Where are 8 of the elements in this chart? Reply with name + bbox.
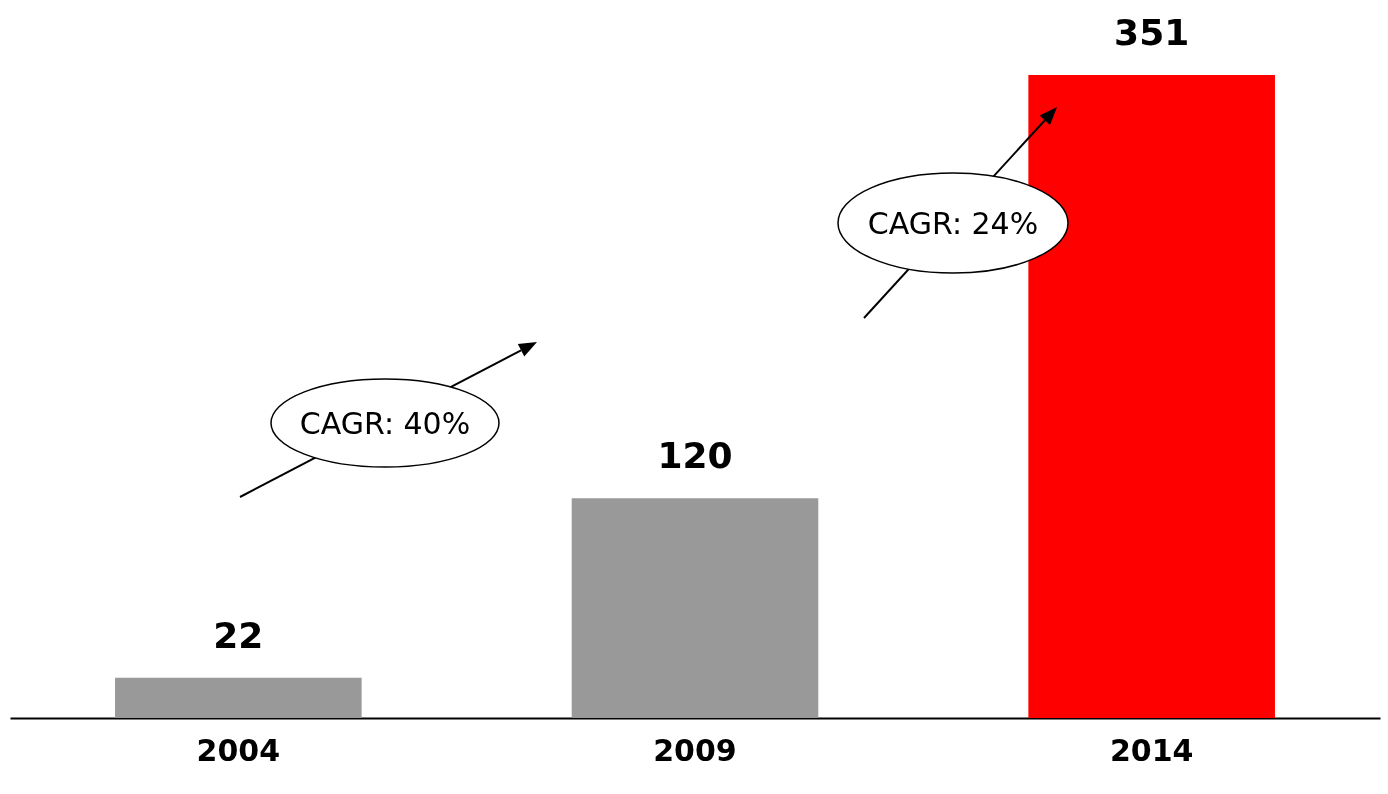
annotation: CAGR: 40% xyxy=(299,406,471,441)
x-tick-label: 2014 xyxy=(1109,732,1194,768)
annotation: CAGR: 24% xyxy=(867,206,1039,241)
data-label: 120 xyxy=(657,435,733,477)
data-label: 351 xyxy=(1114,12,1190,53)
data-label: 22 xyxy=(213,614,264,656)
x-tick-label: 2004 xyxy=(196,732,281,768)
x-tick-label: 2009 xyxy=(653,732,737,768)
